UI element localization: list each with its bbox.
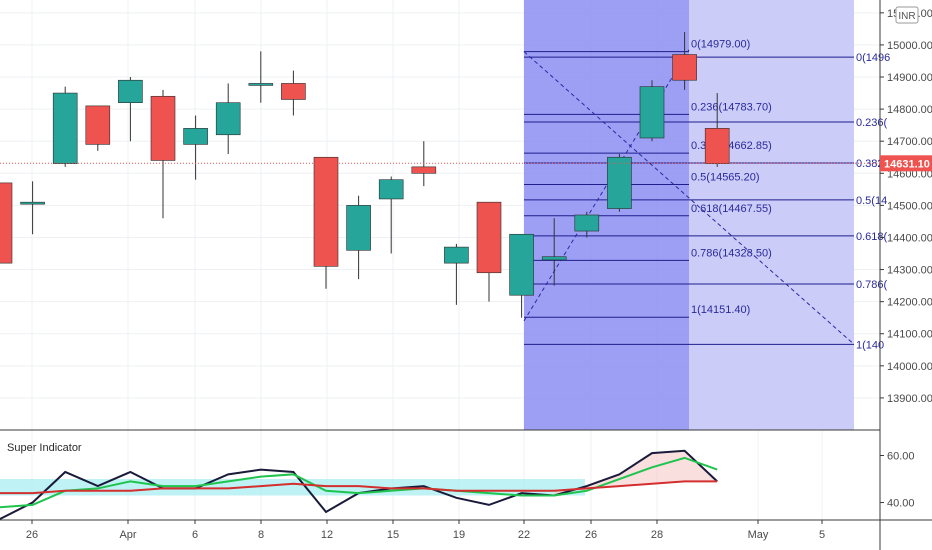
price-tick-label: 14400.00: [887, 232, 932, 244]
price-tick-label: 14000.00: [887, 361, 932, 373]
price-tick-label: 14700.00: [887, 136, 932, 148]
candle-body[interactable]: [281, 83, 306, 100]
fib-zone-fill-dark: [524, 0, 689, 430]
time-tick-label: 28: [651, 529, 663, 541]
time-tick-label: May: [748, 529, 769, 541]
last-price-badge: [880, 155, 932, 172]
price-tick-label: 14800.00: [887, 104, 932, 116]
price-tick-label: 15000.00: [887, 40, 932, 52]
candle-body[interactable]: [509, 233, 534, 296]
time-tick-label: 8: [258, 529, 264, 541]
time-tick-label: 19: [453, 529, 465, 541]
fib-level-label: 0.786(14328.50): [691, 247, 772, 259]
time-tick-label: 12: [321, 529, 333, 541]
fib-level-label: 0.236(14783.70): [691, 101, 772, 113]
candle-body[interactable]: [215, 102, 241, 136]
candle-body[interactable]: [52, 92, 78, 164]
indicator-pane: 60.00 40.00: [0, 449, 915, 520]
fib-extension-label: 0.236(: [856, 117, 888, 129]
time-tick-label: Apr: [119, 529, 136, 541]
fib-zone-fill-light: [689, 0, 854, 430]
candle-body[interactable]: [672, 54, 697, 81]
candle-body[interactable]: [378, 179, 404, 200]
candle-body[interactable]: [346, 205, 371, 251]
candle-body[interactable]: [118, 79, 143, 103]
candle-body[interactable]: [150, 95, 176, 161]
candle-body[interactable]: [313, 156, 339, 267]
candle-body[interactable]: [574, 214, 600, 232]
indicator-tick-label: 60.00: [887, 451, 915, 463]
candle-body[interactable]: [607, 156, 632, 209]
fibonacci-zone: 0(14979.00) 0.236(14783.70) 0.382(14662.85…: [523, 0, 890, 430]
fib-extension-label: 0(1496: [856, 52, 890, 64]
last-price-label: 14631.10: [884, 158, 930, 170]
time-tick-label: 5: [819, 529, 825, 541]
candle-body[interactable]: [183, 128, 208, 145]
fib-extension-label: 0.5(14: [856, 195, 887, 207]
fib-level-label: 0(14979.00): [691, 39, 750, 51]
fib-trend-line-extension: [523, 51, 855, 345]
currency-badge-label: INR: [898, 11, 915, 22]
price-tick-label: 14300.00: [887, 265, 932, 277]
candle-body[interactable]: [85, 105, 111, 145]
indicator-title[interactable]: Super Indicator: [7, 442, 82, 454]
candle-body[interactable]: [20, 201, 45, 205]
time-tick-label: 15: [387, 529, 399, 541]
time-axis: 26 Apr 6 8 12 15 19 22 26 28 May 5: [26, 520, 825, 541]
indicator-series-line: [0, 480, 718, 495]
currency-badge[interactable]: [895, 6, 919, 24]
fib-level-label: 1(14151.40): [691, 304, 750, 316]
fib-extension-label: 0.786(: [856, 279, 888, 291]
fib-level-label: 0.618(14467.55): [691, 203, 772, 215]
fib-trend-line: [523, 49, 690, 322]
price-tick-label: 14900.00: [887, 72, 932, 84]
candle-body[interactable]: [444, 246, 469, 264]
candle-body[interactable]: [541, 256, 567, 261]
candle-body[interactable]: [0, 182, 13, 264]
price-tick-label: 14100.00: [887, 329, 932, 341]
time-tick-label: 26: [585, 529, 597, 541]
price-tick-label: 13900.00: [887, 393, 932, 405]
candle-body[interactable]: [476, 201, 502, 274]
fib-level-label: 0.382(14662.85): [691, 140, 772, 152]
time-tick-label: 6: [192, 529, 198, 541]
candle-body[interactable]: [704, 128, 730, 164]
candle-body[interactable]: [248, 83, 274, 86]
price-tick-label: 14500.00: [887, 200, 932, 212]
fib-level-label: 0.5(14565.20): [691, 171, 760, 183]
indicator-tick-label: 40.00: [887, 498, 915, 510]
last-price-marker: 14631.10: [0, 155, 932, 172]
candles: [0, 32, 730, 318]
candle-body[interactable]: [639, 86, 665, 139]
candle-body[interactable]: [411, 166, 437, 174]
fib-extension-label: 0.618(: [856, 231, 888, 243]
price-tick-label: 14200.00: [887, 297, 932, 309]
time-tick-label: 22: [518, 529, 530, 541]
fib-extension-label: 1(140: [856, 339, 884, 351]
price-axis: 13900.00 14000.00 14100.00 14200.00 14300.00…: [880, 8, 932, 405]
time-tick-label: 26: [26, 529, 38, 541]
